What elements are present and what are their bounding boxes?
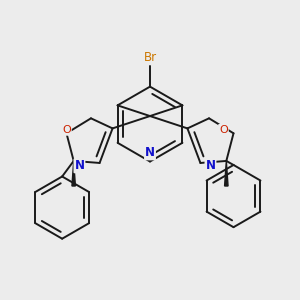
Polygon shape (72, 161, 75, 186)
Text: N: N (145, 146, 155, 159)
Text: O: O (219, 125, 228, 135)
Text: N: N (74, 159, 84, 172)
Text: O: O (62, 125, 71, 135)
Text: N: N (206, 159, 215, 172)
Polygon shape (225, 161, 228, 186)
Text: Br: Br (143, 51, 157, 64)
